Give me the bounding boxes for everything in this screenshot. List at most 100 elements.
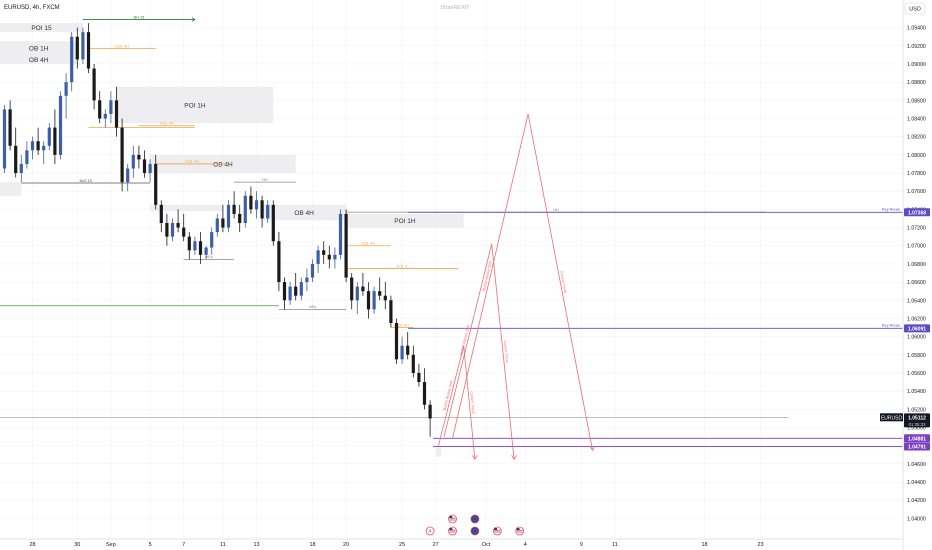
candle-body[interactable] bbox=[142, 159, 147, 174]
candle-body[interactable] bbox=[294, 286, 298, 296]
event-icons[interactable] bbox=[425, 514, 525, 536]
candle-body[interactable] bbox=[422, 382, 427, 405]
candle-body[interactable] bbox=[350, 277, 354, 301]
candle-body[interactable] bbox=[361, 286, 365, 292]
time-axis[interactable]: 28 30 Sep 5 7 11 13 18 20 25 27 Oct 4 9 11 18 23 bbox=[29, 542, 763, 548]
candle-body[interactable] bbox=[428, 404, 432, 419]
candle-body[interactable] bbox=[305, 277, 309, 283]
candle-body[interactable] bbox=[187, 236, 191, 251]
candle-body[interactable] bbox=[394, 322, 399, 360]
candle-body[interactable] bbox=[64, 82, 68, 96]
candle-body[interactable] bbox=[288, 286, 292, 301]
price-tag-value: 1.04791 bbox=[908, 444, 926, 450]
candle-body[interactable] bbox=[210, 232, 214, 248]
candle-body[interactable] bbox=[372, 291, 376, 310]
candle-body[interactable] bbox=[30, 141, 35, 151]
candle-body[interactable] bbox=[58, 95, 63, 155]
candle-body[interactable] bbox=[137, 154, 141, 160]
candle-body[interactable] bbox=[159, 204, 163, 224]
candle-body[interactable] bbox=[92, 68, 96, 101]
candle-body[interactable] bbox=[383, 295, 387, 301]
candle-body[interactable] bbox=[14, 145, 18, 174]
candle-body[interactable] bbox=[47, 127, 51, 146]
candle-body[interactable] bbox=[282, 282, 287, 301]
candle-body[interactable] bbox=[238, 213, 242, 224]
currency-button[interactable] bbox=[904, 2, 926, 15]
candle-body[interactable] bbox=[344, 213, 348, 278]
candle-body[interactable] bbox=[75, 36, 79, 60]
candle-body[interactable] bbox=[148, 163, 152, 174]
candle-body[interactable] bbox=[70, 36, 74, 83]
candle-body[interactable] bbox=[226, 204, 231, 228]
candle-body[interactable] bbox=[243, 195, 247, 224]
candle-body[interactable] bbox=[299, 282, 303, 296]
candle-body[interactable] bbox=[411, 354, 415, 373]
candle-body[interactable] bbox=[109, 100, 113, 114]
zone-box bbox=[435, 447, 442, 457]
candle-body[interactable] bbox=[86, 32, 91, 69]
zone-box bbox=[0, 23, 83, 33]
candle-body[interactable] bbox=[170, 223, 175, 237]
candle-body[interactable] bbox=[355, 286, 359, 301]
candle-body[interactable] bbox=[378, 291, 382, 296]
candle-body[interactable] bbox=[176, 223, 180, 228]
time-tick-label: 18 bbox=[701, 542, 707, 548]
candle-body[interactable] bbox=[266, 204, 270, 219]
candle-body[interactable] bbox=[221, 218, 225, 228]
candle-body[interactable] bbox=[254, 200, 259, 210]
candle-body[interactable] bbox=[120, 127, 124, 183]
candle-body[interactable] bbox=[271, 204, 275, 242]
projection-label-up: Bullish Market Shift bbox=[482, 261, 493, 292]
candle-body[interactable] bbox=[327, 254, 331, 260]
flash-glyph-icon bbox=[428, 528, 432, 534]
eu-flag-icon[interactable] bbox=[470, 526, 480, 536]
candle-body[interactable] bbox=[417, 372, 421, 383]
candle-body[interactable] bbox=[322, 250, 326, 255]
candle-body[interactable] bbox=[98, 100, 102, 119]
candle-body[interactable] bbox=[42, 145, 46, 151]
price-axis-background bbox=[903, 0, 932, 550]
zone-box bbox=[0, 54, 78, 64]
candle-body[interactable] bbox=[2, 109, 7, 169]
arrow-head bbox=[191, 17, 196, 22]
symbol-tag-label: EURUSD bbox=[881, 415, 903, 421]
candles[interactable] bbox=[2, 23, 432, 437]
candle-body[interactable] bbox=[182, 227, 186, 237]
candle-body[interactable] bbox=[126, 168, 130, 183]
candle-body[interactable] bbox=[165, 223, 169, 237]
candle-body[interactable] bbox=[310, 263, 315, 278]
candle-body[interactable] bbox=[277, 241, 281, 283]
candle-body[interactable] bbox=[260, 200, 264, 219]
candle-body[interactable] bbox=[114, 100, 119, 128]
candle-body[interactable] bbox=[232, 204, 236, 214]
candle-body[interactable] bbox=[36, 141, 40, 151]
candle-body[interactable] bbox=[25, 150, 29, 164]
candle-body[interactable] bbox=[333, 254, 337, 260]
candle-body[interactable] bbox=[53, 127, 57, 155]
candle-body[interactable] bbox=[400, 345, 404, 360]
candle-body[interactable] bbox=[249, 195, 253, 210]
price-tick-label: 1.09200 bbox=[907, 44, 926, 50]
candle-body[interactable] bbox=[338, 213, 343, 255]
eu-flag-icon[interactable] bbox=[470, 514, 480, 524]
time-tick-label: Sep bbox=[106, 542, 116, 548]
projection-arrow bbox=[511, 455, 517, 461]
candle-body[interactable] bbox=[198, 241, 203, 255]
candle-body[interactable] bbox=[316, 250, 320, 264]
candle-body[interactable] bbox=[81, 32, 85, 60]
zone-label: POI 1H bbox=[184, 102, 206, 109]
candle-body[interactable] bbox=[131, 154, 135, 169]
candle-body[interactable] bbox=[103, 113, 107, 119]
candle-body[interactable] bbox=[193, 241, 197, 251]
candle-body[interactable] bbox=[154, 163, 158, 205]
candle-body[interactable] bbox=[366, 291, 371, 310]
candle-body[interactable] bbox=[204, 247, 208, 255]
price-tick-label: 1.08600 bbox=[907, 98, 926, 104]
candle-body[interactable] bbox=[389, 300, 393, 323]
projections: Bullish Market Shift Current Trend Bullish… bbox=[438, 113, 596, 461]
candle-body[interactable] bbox=[406, 345, 410, 355]
candle-body[interactable] bbox=[215, 218, 219, 233]
candle-body[interactable] bbox=[8, 109, 12, 146]
candle-body[interactable] bbox=[19, 163, 23, 174]
